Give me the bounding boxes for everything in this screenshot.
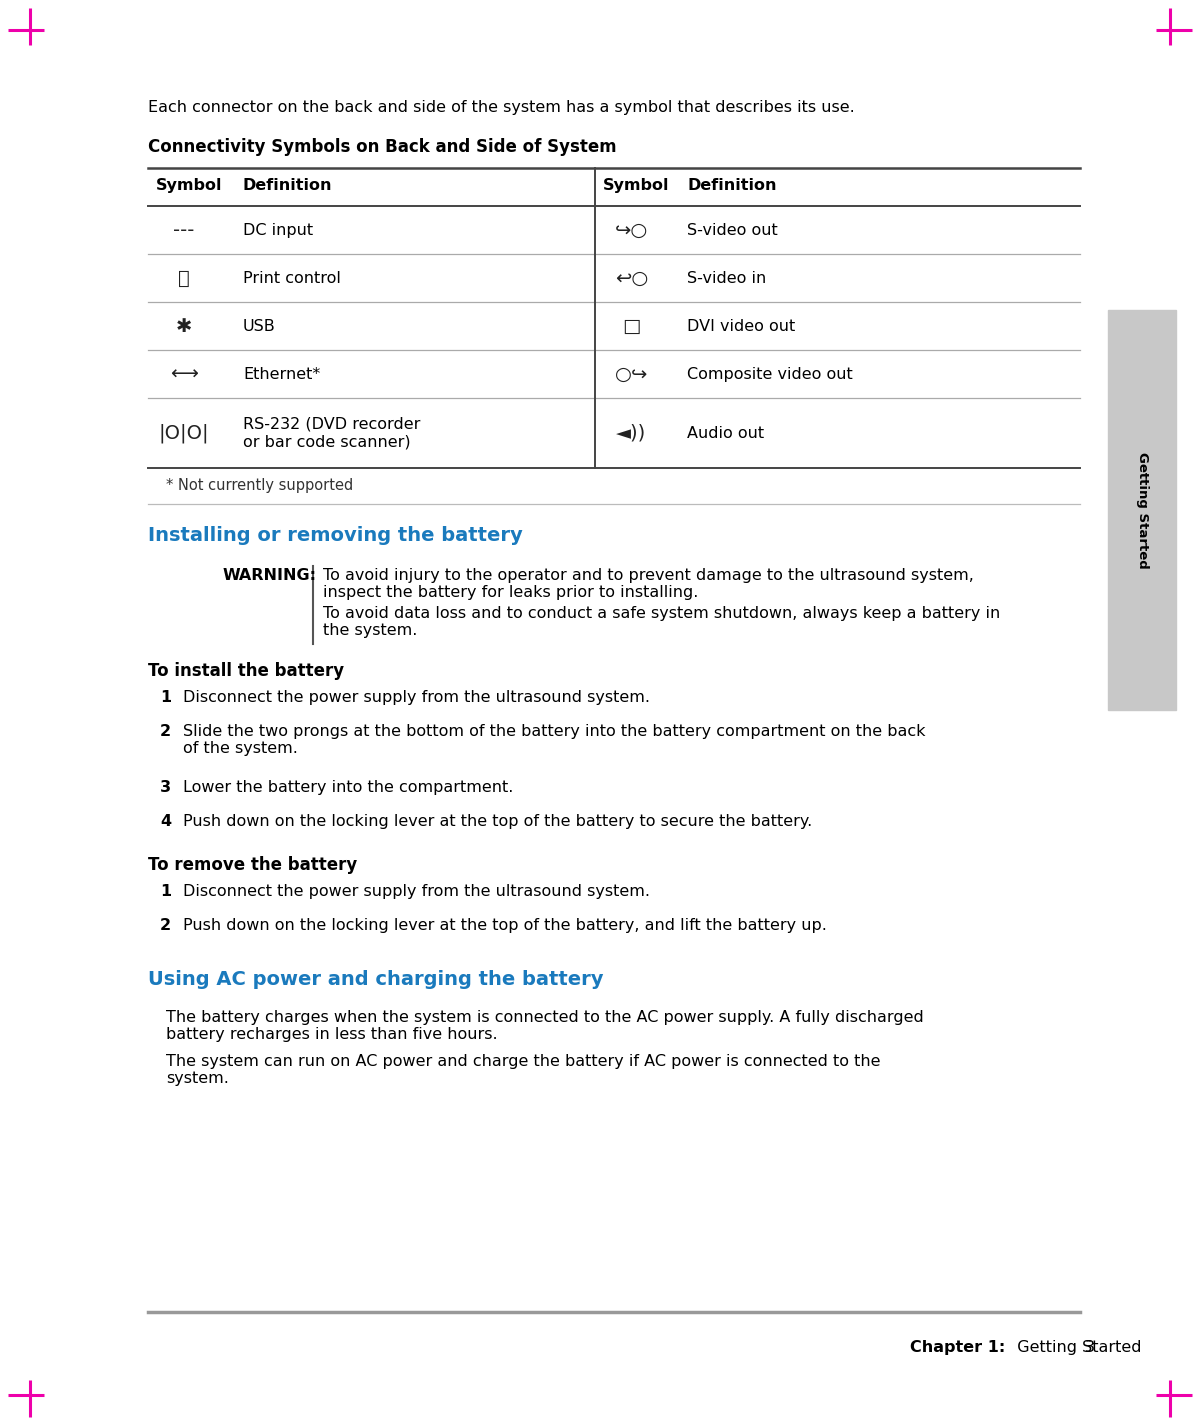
Text: Symbol: Symbol — [156, 178, 222, 192]
Text: * Not currently supported: * Not currently supported — [166, 477, 353, 493]
Text: Push down on the locking lever at the top of the battery, and lift the battery u: Push down on the locking lever at the to… — [182, 918, 827, 933]
Text: □: □ — [622, 316, 641, 335]
Text: 1: 1 — [160, 884, 172, 899]
Text: ⟷: ⟷ — [170, 365, 198, 383]
Text: Push down on the locking lever at the top of the battery to secure the battery.: Push down on the locking lever at the to… — [182, 814, 812, 829]
Text: Ethernet*: Ethernet* — [242, 366, 320, 382]
Bar — [1108, 311, 1176, 710]
Text: Slide the two prongs at the bottom of the battery into the battery compartment o: Slide the two prongs at the bottom of th… — [182, 724, 925, 757]
Text: 1: 1 — [160, 690, 172, 705]
Text: ◄)): ◄)) — [617, 423, 647, 443]
Text: The battery charges when the system is connected to the AC power supply. A fully: The battery charges when the system is c… — [166, 1010, 924, 1043]
Text: Connectivity Symbols on Back and Side of System: Connectivity Symbols on Back and Side of… — [148, 138, 617, 155]
Text: ↩○: ↩○ — [614, 268, 648, 288]
Text: WARNING:: WARNING: — [223, 569, 317, 583]
Text: RS-232 (DVD recorder
or bar code scanner): RS-232 (DVD recorder or bar code scanner… — [242, 416, 420, 449]
Text: To remove the battery: To remove the battery — [148, 856, 358, 874]
Text: Disconnect the power supply from the ultrasound system.: Disconnect the power supply from the ult… — [182, 690, 650, 705]
Text: USB: USB — [242, 319, 276, 333]
Text: Getting Started: Getting Started — [1135, 452, 1148, 569]
Text: Using AC power and charging the battery: Using AC power and charging the battery — [148, 970, 604, 989]
Text: 2: 2 — [160, 724, 172, 740]
Text: 3: 3 — [160, 779, 172, 795]
Text: Chapter 1:: Chapter 1: — [910, 1340, 1006, 1355]
Text: S-video out: S-video out — [688, 222, 778, 238]
Text: Getting Started: Getting Started — [1007, 1340, 1141, 1355]
Text: Audio out: Audio out — [688, 426, 764, 440]
Text: 2: 2 — [160, 918, 172, 933]
Text: DC input: DC input — [242, 222, 313, 238]
Text: Symbol: Symbol — [604, 178, 670, 192]
Text: The system can run on AC power and charge the battery if AC power is connected t: The system can run on AC power and charg… — [166, 1054, 881, 1086]
Text: ---: --- — [173, 221, 194, 239]
Text: ✱: ✱ — [176, 316, 192, 335]
Text: ○↪: ○↪ — [614, 365, 648, 383]
Text: ↪○: ↪○ — [614, 221, 648, 239]
Text: 4: 4 — [160, 814, 172, 829]
Text: Print control: Print control — [242, 271, 341, 285]
Text: Each connector on the back and side of the system has a symbol that describes it: Each connector on the back and side of t… — [148, 100, 854, 115]
Text: Definition: Definition — [242, 178, 332, 192]
Text: |O|O|: |O|O| — [158, 423, 209, 443]
Text: Disconnect the power supply from the ultrasound system.: Disconnect the power supply from the ult… — [182, 884, 650, 899]
Text: Installing or removing the battery: Installing or removing the battery — [148, 526, 523, 544]
Text: Lower the battery into the compartment.: Lower the battery into the compartment. — [182, 779, 514, 795]
Text: DVI video out: DVI video out — [688, 319, 796, 333]
Text: To avoid data loss and to conduct a safe system shutdown, always keep a battery : To avoid data loss and to conduct a safe… — [323, 606, 1001, 638]
Text: Definition: Definition — [688, 178, 776, 192]
Text: S-video in: S-video in — [688, 271, 767, 285]
Text: To install the battery: To install the battery — [148, 663, 344, 680]
Text: To avoid injury to the operator and to prevent damage to the ultrasound system,
: To avoid injury to the operator and to p… — [323, 569, 974, 600]
Text: Composite video out: Composite video out — [688, 366, 853, 382]
Text: 3: 3 — [1085, 1340, 1096, 1355]
Text: ⎙: ⎙ — [178, 268, 190, 288]
